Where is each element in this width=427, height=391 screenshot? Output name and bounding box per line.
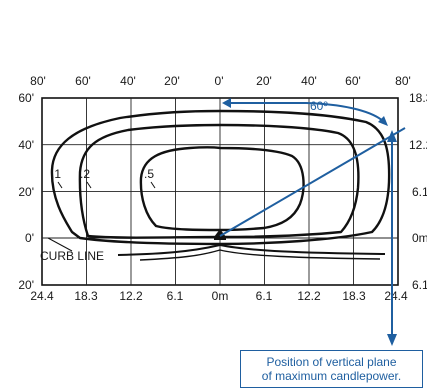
curb-line <box>117 243 386 256</box>
contour-middle-0.2 <box>78 123 360 239</box>
bottom-tick-label: 24.4 <box>30 289 54 303</box>
bottom-tick-label: 18.3 <box>342 289 366 303</box>
top-tick-label: 20' <box>256 74 272 88</box>
right-tick-label: 0m <box>412 231 427 245</box>
top-tick-label: 40' <box>120 74 136 88</box>
contour-inner-0.5 <box>139 146 305 232</box>
callout-arrowhead-top <box>387 130 397 142</box>
top-tick-label: 80' <box>395 74 411 88</box>
left-tick-label: 20' <box>18 185 34 199</box>
contour-label-leader <box>86 181 92 189</box>
right-tick-label: 6.1 <box>412 185 427 199</box>
bottom-axis: 24.4 18.3 12.2 6.1 0m 6.1 12.2 18.3 24.4 <box>30 289 408 303</box>
top-tick-label: 0' <box>215 74 224 88</box>
top-tick-label: 40' <box>301 74 317 88</box>
top-tick-label: 20' <box>164 74 180 88</box>
contour-label-leader <box>150 181 156 189</box>
callout-arrowhead-bottom <box>387 334 397 346</box>
top-tick-label: 60' <box>75 74 91 88</box>
left-tick-label: 60' <box>18 91 34 105</box>
left-tick-label: 40' <box>18 138 34 152</box>
bottom-tick-label: 0m <box>212 289 229 303</box>
bottom-tick-label: 12.2 <box>119 289 143 303</box>
left-tick-label: 0' <box>25 231 34 245</box>
angle-arc <box>228 102 384 122</box>
left-tick-label: 20' <box>18 278 34 292</box>
note-line-1: Position of vertical plane <box>266 355 397 369</box>
contour-label-0.2: .2 <box>80 167 90 181</box>
angle-arrowhead-left <box>222 98 231 108</box>
right-axis: 18.3 12.2 6.1 0m 6.1 <box>409 91 427 292</box>
angle-label: 60º <box>310 99 328 113</box>
angle-arrowhead-right <box>378 116 388 126</box>
right-tick-label: 18.3 <box>409 91 427 105</box>
bottom-tick-label: 18.3 <box>74 289 98 303</box>
curb-label-leader <box>47 237 73 252</box>
top-tick-label: 60' <box>345 74 361 88</box>
right-tick-label: 6.1 <box>412 278 427 292</box>
bottom-tick-label: 12.2 <box>297 289 321 303</box>
contour-label-0.1: .1 <box>51 167 61 181</box>
contour-label-0.5: .5 <box>144 167 154 181</box>
bottom-tick-label: 6.1 <box>167 289 184 303</box>
bottom-tick-label: 6.1 <box>256 289 273 303</box>
luminaire-marker <box>214 229 226 240</box>
max-candlepower-note: Position of vertical plane of maximum ca… <box>240 350 423 388</box>
note-line-2: of maximum candlepower. <box>261 369 402 383</box>
curb-line-secondary <box>139 249 381 261</box>
max-candlepower-plane-line <box>219 127 406 237</box>
contour-label-leader <box>57 181 63 189</box>
top-axis: 80' 60' 40' 20' 0' 20' 40' 60' 80' <box>30 74 411 88</box>
bottom-tick-label: 24.4 <box>384 289 408 303</box>
contour-outer-0.1 <box>50 109 391 246</box>
left-axis: 60' 40' 20' 0' 20' <box>18 91 34 292</box>
isofootcandle-contours <box>50 109 391 246</box>
top-tick-label: 80' <box>30 74 46 88</box>
right-tick-label: 12.2 <box>409 138 427 152</box>
curb-line-label: CURB LINE <box>40 249 104 263</box>
